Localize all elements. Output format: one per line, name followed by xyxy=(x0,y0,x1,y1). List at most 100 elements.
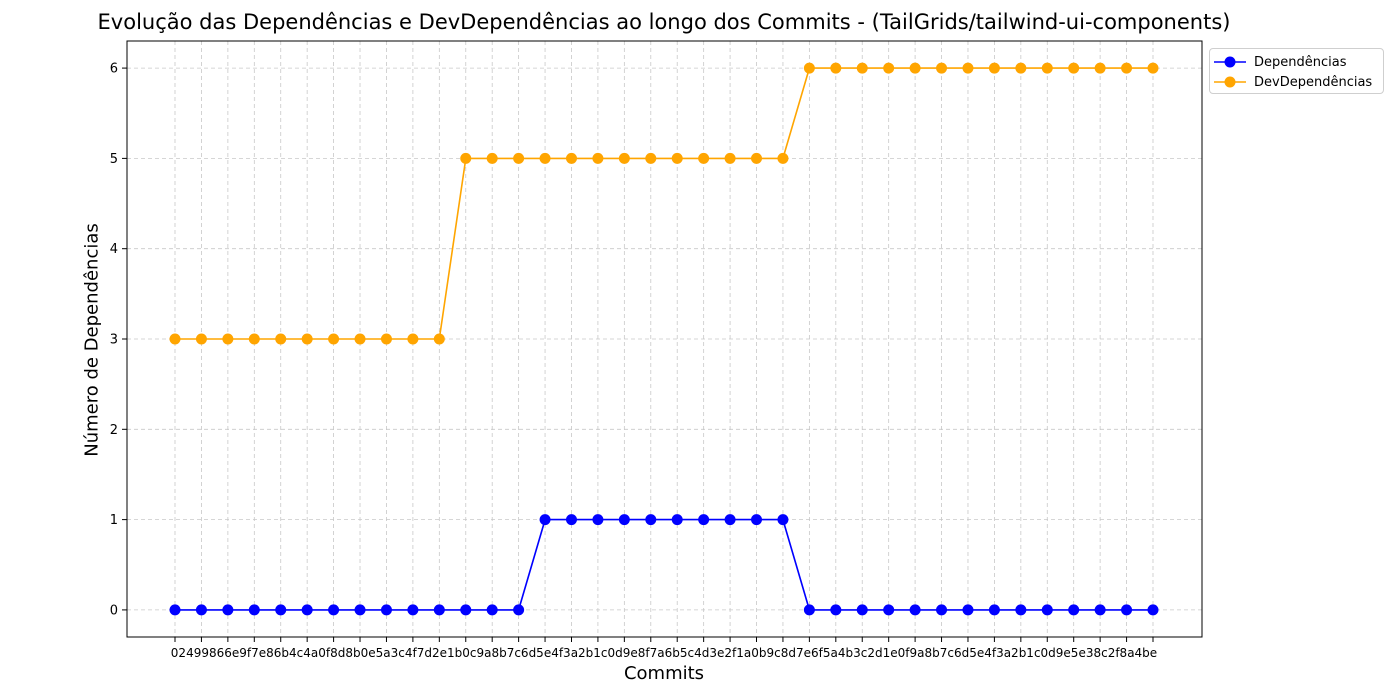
data-point-0-36 xyxy=(1121,604,1133,616)
data-point-1-18 xyxy=(645,152,657,164)
data-point-1-14 xyxy=(539,152,551,164)
data-point-1-31 xyxy=(988,62,1000,74)
legend: Dependências DevDependências xyxy=(1209,48,1384,94)
data-point-0-26 xyxy=(856,604,868,616)
data-point-1-35 xyxy=(1094,62,1106,74)
x-tick-labels: 02499866e9f7e86b4c4a0f8d8b0e5a3c4f7d2e1b… xyxy=(171,646,1157,660)
data-point-0-32 xyxy=(1015,604,1027,616)
data-point-0-17 xyxy=(618,514,630,526)
data-point-1-25 xyxy=(830,62,842,74)
data-point-0-10 xyxy=(433,604,445,616)
data-point-1-29 xyxy=(936,62,948,74)
data-point-1-12 xyxy=(486,152,498,164)
data-point-0-19 xyxy=(671,514,683,526)
data-point-0-3 xyxy=(248,604,260,616)
data-point-0-37 xyxy=(1147,604,1159,616)
legend-marker-blue-icon xyxy=(1214,56,1246,68)
data-point-1-9 xyxy=(407,333,419,345)
data-point-1-24 xyxy=(803,62,815,74)
data-point-0-24 xyxy=(803,604,815,616)
data-point-0-8 xyxy=(380,604,392,616)
series-layer xyxy=(169,62,1159,616)
data-point-0-35 xyxy=(1094,604,1106,616)
x-axis-ticks xyxy=(174,637,1154,642)
data-point-0-12 xyxy=(486,604,498,616)
data-point-0-9 xyxy=(407,604,419,616)
data-point-0-7 xyxy=(354,604,366,616)
series-line-0 xyxy=(175,518,1153,611)
data-point-1-8 xyxy=(380,333,392,345)
data-point-0-0 xyxy=(169,604,181,616)
data-point-1-11 xyxy=(460,152,472,164)
grid xyxy=(127,41,1202,637)
y-tick-label: 1 xyxy=(110,513,118,528)
legend-item-dependencias: Dependências xyxy=(1210,52,1347,72)
data-point-0-27 xyxy=(883,604,895,616)
data-point-1-28 xyxy=(909,62,921,74)
y-tick-label: 0 xyxy=(110,603,118,618)
legend-marker-orange-icon xyxy=(1214,76,1246,88)
data-point-1-4 xyxy=(275,333,287,345)
data-point-1-3 xyxy=(248,333,260,345)
legend-label: DevDependências xyxy=(1254,74,1373,90)
data-point-1-7 xyxy=(354,333,366,345)
data-point-1-21 xyxy=(724,152,736,164)
data-point-0-1 xyxy=(195,604,207,616)
data-point-0-29 xyxy=(936,604,948,616)
data-point-0-18 xyxy=(645,514,657,526)
data-point-1-22 xyxy=(751,152,763,164)
x-axis-label: Commits xyxy=(623,663,705,684)
data-point-0-34 xyxy=(1068,604,1080,616)
data-point-0-30 xyxy=(962,604,974,616)
data-point-1-26 xyxy=(856,62,868,74)
data-point-0-28 xyxy=(909,604,921,616)
data-point-0-11 xyxy=(460,604,472,616)
data-point-1-6 xyxy=(328,333,340,345)
data-point-1-1 xyxy=(195,333,207,345)
data-point-1-27 xyxy=(883,62,895,74)
data-point-1-36 xyxy=(1121,62,1133,74)
legend-label: Dependências xyxy=(1254,54,1347,70)
data-point-1-10 xyxy=(433,333,445,345)
data-point-0-4 xyxy=(275,604,287,616)
y-tick-label: 4 xyxy=(110,242,118,257)
data-point-0-21 xyxy=(724,514,736,526)
data-point-1-23 xyxy=(777,152,789,164)
data-point-1-15 xyxy=(565,152,577,164)
data-point-1-34 xyxy=(1068,62,1080,74)
data-point-0-13 xyxy=(513,604,525,616)
data-point-1-16 xyxy=(592,152,604,164)
data-point-1-30 xyxy=(962,62,974,74)
data-point-0-5 xyxy=(301,604,313,616)
y-axis-label: Número de Dependências xyxy=(81,223,103,457)
data-point-0-14 xyxy=(539,514,551,526)
data-point-1-0 xyxy=(169,333,181,345)
y-tick-label: 6 xyxy=(110,62,118,77)
data-point-0-15 xyxy=(565,514,577,526)
data-point-0-31 xyxy=(988,604,1000,616)
y-tick-label: 2 xyxy=(110,423,118,438)
data-point-1-5 xyxy=(301,333,313,345)
data-point-1-13 xyxy=(513,152,525,164)
data-point-0-2 xyxy=(222,604,234,616)
data-point-1-20 xyxy=(698,152,710,164)
y-tick-label: 5 xyxy=(110,152,118,167)
y-tick-label: 3 xyxy=(110,333,118,348)
chart-title: Evolução das Dependências e DevDependênc… xyxy=(97,10,1231,34)
y-axis-ticks: 0 1 2 3 4 5 6 xyxy=(110,62,127,618)
data-point-1-33 xyxy=(1041,62,1053,74)
legend-item-devdependencias: DevDependências xyxy=(1210,72,1372,92)
data-point-0-23 xyxy=(777,514,789,526)
series-line-1 xyxy=(175,67,1153,340)
data-point-1-19 xyxy=(671,152,683,164)
data-point-0-6 xyxy=(328,604,340,616)
data-point-1-17 xyxy=(618,152,630,164)
data-point-1-2 xyxy=(222,333,234,345)
data-point-0-25 xyxy=(830,604,842,616)
data-point-0-16 xyxy=(592,514,604,526)
data-point-1-32 xyxy=(1015,62,1027,74)
data-point-0-33 xyxy=(1041,604,1053,616)
data-point-1-37 xyxy=(1147,62,1159,74)
data-point-0-22 xyxy=(751,514,763,526)
